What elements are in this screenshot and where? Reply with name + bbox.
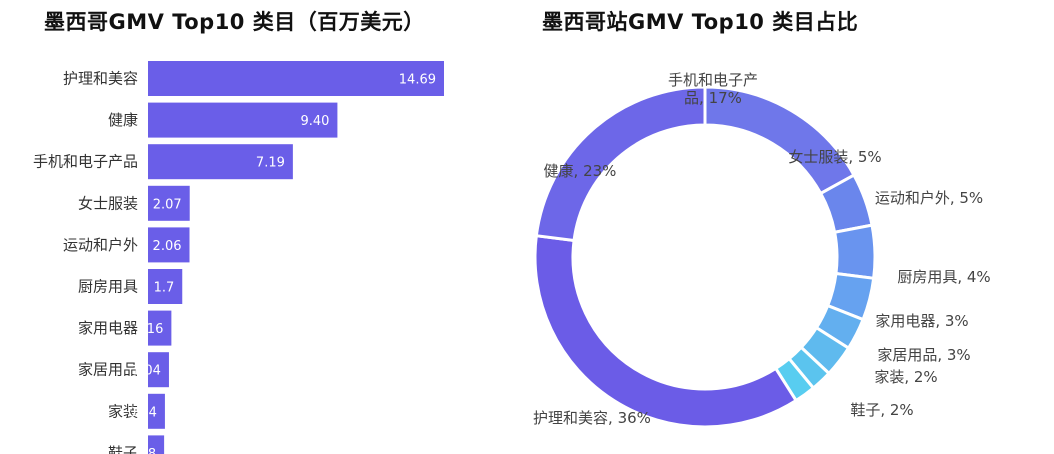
bar [148,102,338,138]
value-label: 0.84 [128,405,157,420]
bar [148,144,293,180]
slice-label: 鞋子, 2% [850,401,913,419]
category-label: 手机和电子产品 [33,153,138,171]
value-label: 7.19 [256,156,285,171]
slice-label: 手机和电子产品, 17% [668,71,758,107]
value-label: 2.07 [153,197,182,212]
value-label: 9.40 [300,114,329,129]
bar [148,185,190,221]
slice-label: 家装, 2% [874,368,937,386]
slice-label: 女士服装, 5% [788,148,881,166]
value-label: 2.06 [153,239,182,254]
slice-label: 家居用品, 3% [877,346,970,364]
bar [148,269,183,304]
donut-chart-title: 墨西哥站GMV Top10 类目占比 [542,10,859,34]
slice-label: 厨房用具, 4% [897,268,990,286]
bar-chart-title: 墨西哥GMV Top10 类目（百万美元） [44,10,425,34]
slice-label: 家用电器, 3% [875,312,968,330]
category-label: 健康 [108,111,138,129]
donut-slice [534,85,707,243]
slice-label: 运动和户外, 5% [875,189,983,207]
donut-slice [533,234,799,429]
category-label: 运动和户外 [63,236,138,254]
donut-slice [832,223,877,280]
slice-label: 护理和美容, 36% [533,409,651,427]
value-label: 14.69 [399,73,436,88]
category-label: 家居用品 [78,361,138,379]
category-label: 女士服装 [78,194,138,212]
bar [148,435,165,454]
slice-label: 健康, 23% [544,162,617,180]
value-label: 1.16 [134,322,163,337]
bar-chart: 护理和美容 14.69 健康 9.40 手机和电子产品 7.19 女士服装 2.07 运动和户外… [33,61,444,454]
category-label: 家用电器 [78,319,138,337]
category-label: 护理和美容 [63,70,138,88]
bar [148,393,165,429]
category-label: 鞋子 [108,444,138,454]
category-label: 家装 [108,402,138,420]
value-label: 0.8 [135,447,156,454]
category-label: 厨房用具 [78,278,138,296]
value-label: 1.7 [154,281,175,296]
bar [148,310,172,346]
bar [148,227,190,263]
bar [148,352,169,388]
bar [148,61,444,96]
value-label: 1.04 [132,364,161,379]
